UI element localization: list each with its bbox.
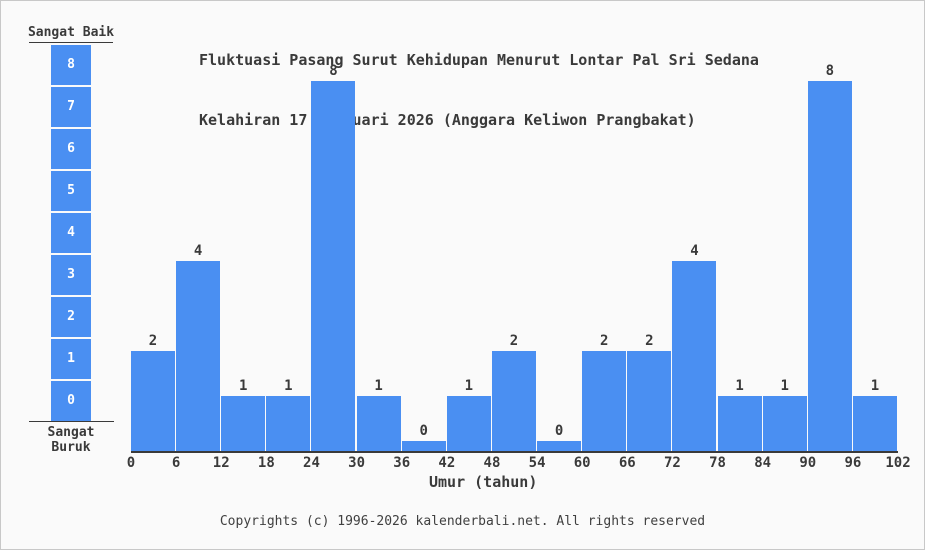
- x-tick-84: 84: [754, 455, 772, 471]
- legend-level-3: 3: [51, 255, 91, 295]
- legend-level-8: 8: [51, 45, 91, 85]
- x-tick-90: 90: [799, 455, 817, 471]
- x-tick-54: 54: [528, 455, 546, 471]
- legend-level-2: 2: [51, 297, 91, 337]
- chart-title-line1: Fluktuasi Pasang Surut Kehidupan Menurut…: [199, 51, 759, 69]
- x-tick-60: 60: [573, 455, 591, 471]
- bar-18-24: [266, 396, 311, 451]
- x-tick-0: 0: [126, 455, 136, 471]
- bar-value-label: 1: [870, 378, 880, 394]
- bar-6-12: [176, 261, 221, 451]
- bar-value-label: 1: [735, 378, 744, 394]
- x-tick-48: 48: [483, 455, 501, 471]
- bar-value-label: 2: [645, 333, 654, 349]
- legend-top-divider: [29, 42, 113, 43]
- bar-36-42: [401, 441, 446, 451]
- bar-value-label: 1: [374, 378, 383, 394]
- legend-level-5: 5: [51, 171, 91, 211]
- x-tick-18: 18: [257, 455, 275, 471]
- legend-level-0: 0: [51, 381, 91, 421]
- x-tick-6: 6: [171, 455, 181, 471]
- bar-96-102: [852, 396, 897, 451]
- legend-level-1: 1: [51, 339, 91, 379]
- bar-value-label: 1: [284, 378, 293, 394]
- bar-54-60: [537, 441, 582, 451]
- bar-value-label: 2: [148, 333, 158, 349]
- x-tick-42: 42: [438, 455, 456, 471]
- bar-24-30: [311, 81, 356, 451]
- bar-value-label: 1: [780, 378, 789, 394]
- x-tick-78: 78: [709, 455, 726, 471]
- bar-value-label: 4: [193, 243, 203, 259]
- x-tick-72: 72: [664, 455, 681, 471]
- legend-bottom-divider: [29, 421, 114, 422]
- x-tick-30: 30: [348, 455, 366, 471]
- bar-value-label: 0: [419, 423, 428, 439]
- chart-title-line2: Kelahiran 17 Februari 2026 (Anggara Keli…: [199, 111, 696, 129]
- legend-level-4: 4: [51, 213, 91, 253]
- legend-bottom-label: Sangat Buruk: [47, 425, 95, 455]
- bar-value-label: 2: [509, 333, 519, 349]
- bar-value-label: 0: [554, 423, 564, 439]
- x-tick-102: 102: [885, 455, 911, 471]
- bar-60-66: [582, 351, 627, 451]
- x-tick-24: 24: [303, 455, 320, 471]
- bar-42-48: [446, 396, 491, 451]
- bar-value-label: 2: [599, 333, 609, 349]
- bar-value-label: 1: [239, 378, 248, 394]
- x-tick-66: 66: [618, 455, 636, 471]
- bar-0-6: [131, 351, 175, 451]
- legend-top-label: Sangat Baik: [27, 25, 115, 40]
- legend-level-7: 7: [51, 87, 91, 127]
- bar-30-36: [356, 396, 401, 451]
- bar-72-78: [672, 261, 717, 451]
- bar-84-90: [762, 396, 807, 451]
- chart-title: Fluktuasi Pasang Surut Kehidupan Menurut…: [199, 10, 759, 170]
- bar-78-84: [717, 396, 762, 451]
- x-tick-36: 36: [393, 455, 411, 471]
- copyright-footer: Copyrights (c) 1996-2026 kalenderbali.ne…: [219, 514, 706, 529]
- x-tick-12: 12: [212, 455, 230, 471]
- bar-value-label: 8: [825, 63, 835, 79]
- legend-level-6: 6: [51, 129, 91, 169]
- bar-12-18: [221, 396, 266, 451]
- bar-value-label: 4: [690, 243, 699, 259]
- bar-90-96: [807, 81, 852, 451]
- bar-66-72: [627, 351, 672, 451]
- x-axis-label: Umur (tahun): [429, 473, 538, 491]
- x-tick-96: 96: [844, 455, 862, 471]
- bar-value-label: 8: [329, 63, 338, 79]
- bar-48-54: [491, 351, 536, 451]
- bar-value-label: 1: [464, 378, 474, 394]
- x-axis-line: [131, 451, 898, 453]
